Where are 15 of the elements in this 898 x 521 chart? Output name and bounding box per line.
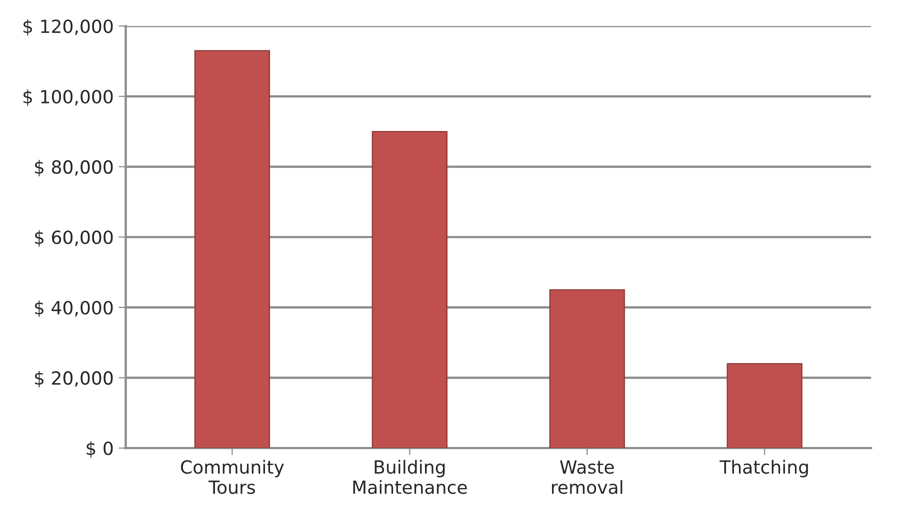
y-tick-label: $ 100,000 <box>24 90 113 106</box>
x-tick-label: Community Tours <box>180 460 284 494</box>
bar <box>194 50 270 448</box>
y-tick-label: $ 60,000 <box>35 230 113 247</box>
y-tick-label: $ 80,000 <box>35 160 113 176</box>
x-tick-label: Thatching <box>720 460 808 478</box>
x-tick-label: Waste removal <box>552 460 622 494</box>
x-tick-label: Building Maintenance <box>353 460 467 494</box>
bar <box>549 289 625 448</box>
y-tick-label: $ 120,000 <box>24 19 113 36</box>
bar <box>372 131 448 448</box>
y-tick-label: $ 0 <box>86 441 113 458</box>
y-tick-label: $ 40,000 <box>35 300 113 317</box>
y-tick-label: $ 20,000 <box>35 370 113 388</box>
bar <box>726 363 802 448</box>
